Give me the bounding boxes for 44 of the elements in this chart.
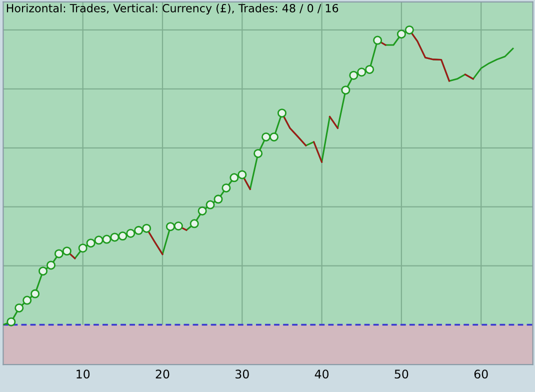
- point: [198, 206, 207, 216]
- point: [142, 224, 152, 233]
- point: [134, 226, 144, 235]
- point: [341, 86, 350, 95]
- point: [190, 219, 199, 228]
- point: [357, 68, 366, 77]
- point: [126, 228, 136, 238]
- point: [62, 246, 72, 256]
- x-tick-label: 10: [76, 370, 90, 379]
- x-tick-label: 30: [236, 370, 249, 379]
- point: [118, 232, 128, 241]
- point: [365, 64, 374, 74]
- point: [38, 266, 48, 276]
- point: [166, 222, 175, 232]
- point: [102, 234, 112, 244]
- point: [214, 194, 223, 204]
- point: [54, 249, 64, 258]
- chart-title: Horizontal: Trades, Vertical: Currency (£), Trades: 48 / 0 / 16: [6, 4, 338, 15]
- point: [46, 260, 56, 270]
- point: [14, 303, 24, 312]
- x-tick-label: 50: [394, 370, 408, 379]
- point: [30, 289, 40, 298]
- point: [174, 222, 183, 231]
- x-tick-label: 20: [156, 370, 170, 379]
- point: [262, 132, 271, 142]
- point: [238, 170, 247, 180]
- point: [6, 317, 16, 326]
- point: [270, 132, 279, 142]
- point: [86, 238, 96, 248]
- point: [404, 25, 414, 34]
- point: [110, 232, 120, 242]
- point: [396, 30, 406, 39]
- point: [373, 36, 382, 45]
- point: [206, 200, 215, 210]
- x-tick-label: 40: [314, 370, 329, 379]
- point: [78, 244, 88, 253]
- point: [254, 148, 263, 158]
- point: [349, 70, 358, 80]
- point: [230, 173, 239, 182]
- point: [22, 296, 32, 305]
- point: [277, 108, 286, 118]
- point: [94, 236, 104, 245]
- point: [222, 183, 231, 192]
- x-tick-label: 60: [474, 370, 488, 379]
